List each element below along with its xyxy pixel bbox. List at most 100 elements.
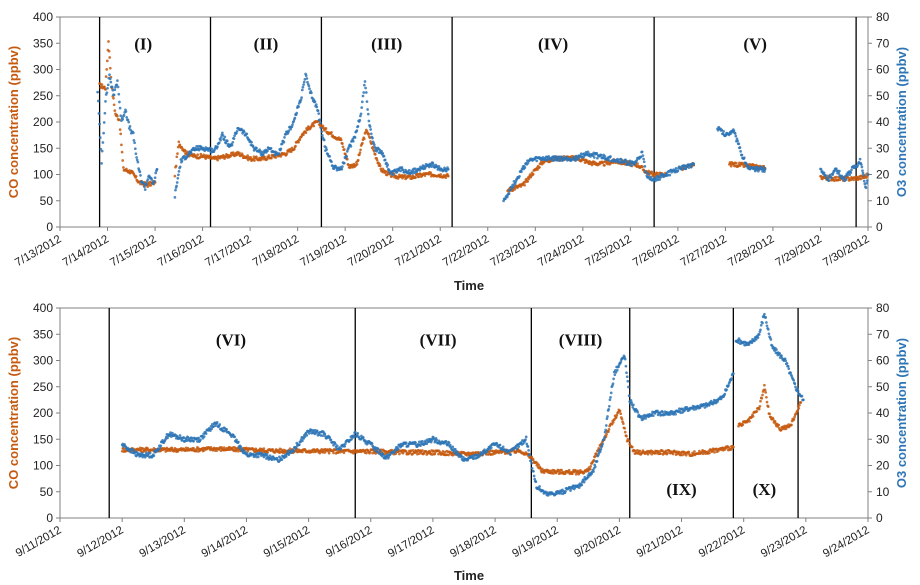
- x-tick-label: 7/18/2012: [251, 233, 301, 269]
- data-point-o3: [319, 121, 322, 125]
- data-point-o3: [605, 417, 609, 421]
- data-point-o3: [533, 477, 537, 481]
- x-tick-label: 7/30/2012: [821, 233, 871, 269]
- data-point-co: [332, 451, 335, 455]
- data-point-co: [265, 158, 269, 161]
- data-point-co: [439, 173, 443, 176]
- data-point-o3: [530, 467, 534, 470]
- data-point-co: [574, 468, 577, 472]
- data-point-o3: [139, 174, 142, 177]
- data-point-co: [636, 162, 639, 165]
- data-point-o3: [224, 141, 228, 145]
- data-point-o3: [108, 73, 111, 77]
- data-point-o3: [99, 147, 103, 151]
- data-point-o3: [367, 119, 371, 123]
- data-point-o3: [266, 149, 269, 153]
- panel-2: 0 50 100 150 200 250 300 350 400 0 10 20 30 40 50 60 70 8…: [6, 301, 909, 583]
- data-point-co: [216, 158, 219, 162]
- data-point-o3: [834, 167, 838, 171]
- data-point-o3: [603, 430, 607, 434]
- data-point-o3: [780, 354, 783, 357]
- data-point-o3: [221, 131, 224, 135]
- data-point-o3: [199, 438, 202, 442]
- data-point-co: [526, 180, 530, 183]
- data-point-o3: [280, 458, 284, 461]
- data-point-o3: [775, 348, 778, 351]
- data-point-co: [531, 172, 535, 176]
- data-point-co: [312, 124, 316, 128]
- data-point-o3: [175, 181, 179, 184]
- data-point-co: [398, 452, 401, 456]
- data-point-co: [527, 177, 531, 181]
- data-point-o3: [666, 173, 670, 177]
- data-point-o3: [333, 442, 337, 446]
- data-point-o3: [764, 316, 768, 319]
- data-point-o3: [624, 160, 628, 163]
- data-point-co: [625, 434, 628, 438]
- data-point-o3: [623, 357, 627, 361]
- data-point-co: [759, 399, 762, 403]
- data-point-co: [120, 143, 123, 147]
- data-point-o3: [178, 165, 182, 169]
- x-tick-label: 7/23/2012: [488, 233, 538, 269]
- data-point-o3: [661, 410, 664, 414]
- data-point-o3: [128, 125, 132, 128]
- data-point-o3: [291, 123, 294, 127]
- data-point-o3: [432, 163, 435, 167]
- data-point-o3: [118, 100, 121, 104]
- data-point-o3: [242, 449, 246, 453]
- left-tick-label: 100: [33, 459, 53, 473]
- data-point-o3: [122, 113, 126, 117]
- data-point-co: [768, 412, 771, 416]
- data-point-o3: [143, 455, 147, 459]
- data-point-o3: [865, 181, 869, 185]
- period-label: (IX): [666, 480, 696, 499]
- data-point-o3: [740, 153, 744, 157]
- data-point-o3: [629, 398, 633, 402]
- data-point-o3: [270, 458, 274, 462]
- data-point-o3: [529, 459, 533, 463]
- data-point-co: [121, 159, 125, 162]
- data-point-o3: [421, 439, 424, 443]
- data-point-o3: [126, 118, 130, 122]
- x-tick-label: 9/17/2012: [386, 524, 436, 560]
- data-point-o3: [97, 112, 101, 115]
- x-tick-label: 7/21/2012: [393, 233, 443, 269]
- data-point-co: [757, 407, 761, 411]
- data-point-co: [321, 124, 325, 128]
- right-tick-label: 50: [876, 89, 890, 103]
- data-point-o3: [796, 387, 799, 391]
- data-point-o3: [295, 111, 299, 115]
- x-axis-title: Time: [454, 278, 484, 293]
- data-point-o3: [315, 429, 319, 433]
- data-point-o3: [382, 154, 386, 158]
- data-point-o3: [819, 167, 823, 171]
- data-point-o3: [856, 164, 859, 167]
- data-point-o3: [414, 167, 417, 171]
- data-point-o3: [737, 142, 741, 146]
- left-tick-label: 350: [33, 36, 53, 50]
- data-point-co: [797, 406, 801, 410]
- period-label: (VI): [216, 331, 246, 350]
- data-point-co: [671, 452, 675, 456]
- data-point-o3: [437, 164, 441, 168]
- data-point-o3: [613, 373, 617, 377]
- data-point-co: [403, 173, 407, 177]
- data-point-o3: [300, 96, 303, 99]
- data-point-o3: [861, 169, 864, 173]
- data-point-co: [270, 156, 273, 160]
- data-point-o3: [369, 132, 373, 136]
- data-point-o3: [381, 453, 385, 456]
- data-point-o3: [739, 150, 742, 153]
- data-point-o3: [761, 321, 764, 325]
- left-tick-label: 50: [40, 194, 54, 208]
- data-point-o3: [106, 83, 110, 87]
- x-tick-label: 7/15/2012: [108, 233, 158, 269]
- data-point-o3: [765, 321, 768, 324]
- data-point-o3: [753, 339, 756, 343]
- data-point-co: [341, 145, 345, 149]
- data-point-co: [321, 451, 325, 454]
- data-point-o3: [153, 176, 157, 180]
- data-point-o3: [142, 182, 146, 185]
